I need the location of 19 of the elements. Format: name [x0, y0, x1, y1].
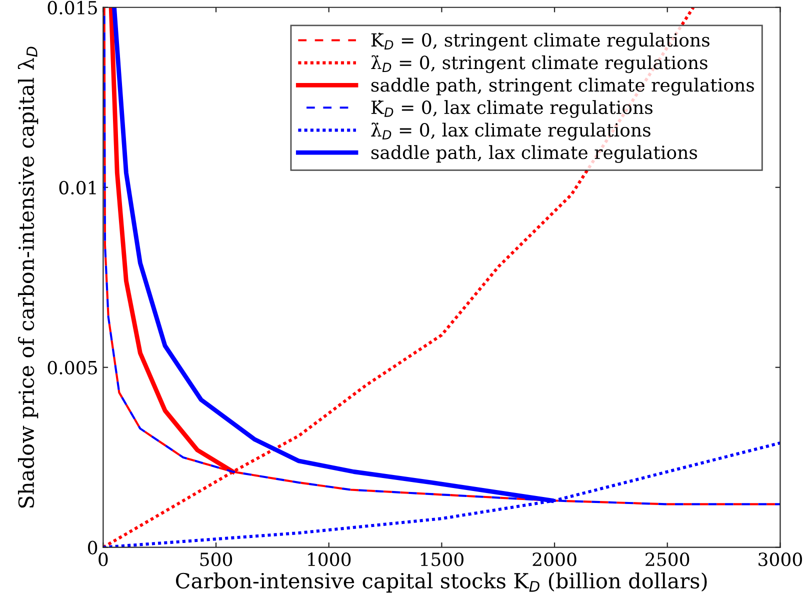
x-tick-label: 3000: [758, 552, 802, 566]
legend-label: saddle path, lax climate regulations: [371, 145, 698, 163]
x-tick-label: 2500: [646, 552, 690, 566]
y-tick-label: 0.005: [48, 360, 97, 374]
x-axis-title: Carbon-intensive capital stocks K$_{D}$ (billion dollars): [176, 572, 707, 593]
legend-label: λ̇$_{D}$ = 0, lax climate regulations: [371, 122, 650, 140]
x-tick-label: 1000: [308, 552, 351, 566]
y-tick-label: 0.015: [48, 0, 97, 14]
legend-label: K̇$_{D}$ = 0, stringent climate regulations: [371, 32, 710, 50]
legend-label: λ̇$_{D}$ = 0, stringent climate regulations: [371, 55, 708, 74]
x-tick-label: 2000: [532, 552, 576, 566]
y-axis-title: Shadow price of carbon-intensive capital λ$_{D}$: [18, 46, 38, 508]
legend-label: K̇$_{D}$ = 0, lax climate regulations: [371, 100, 652, 118]
x-tick-label: 500: [200, 552, 232, 566]
y-tick-label: 0: [88, 540, 98, 554]
x-tick-label: 0: [98, 552, 108, 566]
x-tick-label: 1500: [420, 552, 464, 566]
legend-label: saddle path, stringent climate regulations: [371, 78, 754, 96]
y-tick-label: 0.01: [59, 180, 96, 194]
